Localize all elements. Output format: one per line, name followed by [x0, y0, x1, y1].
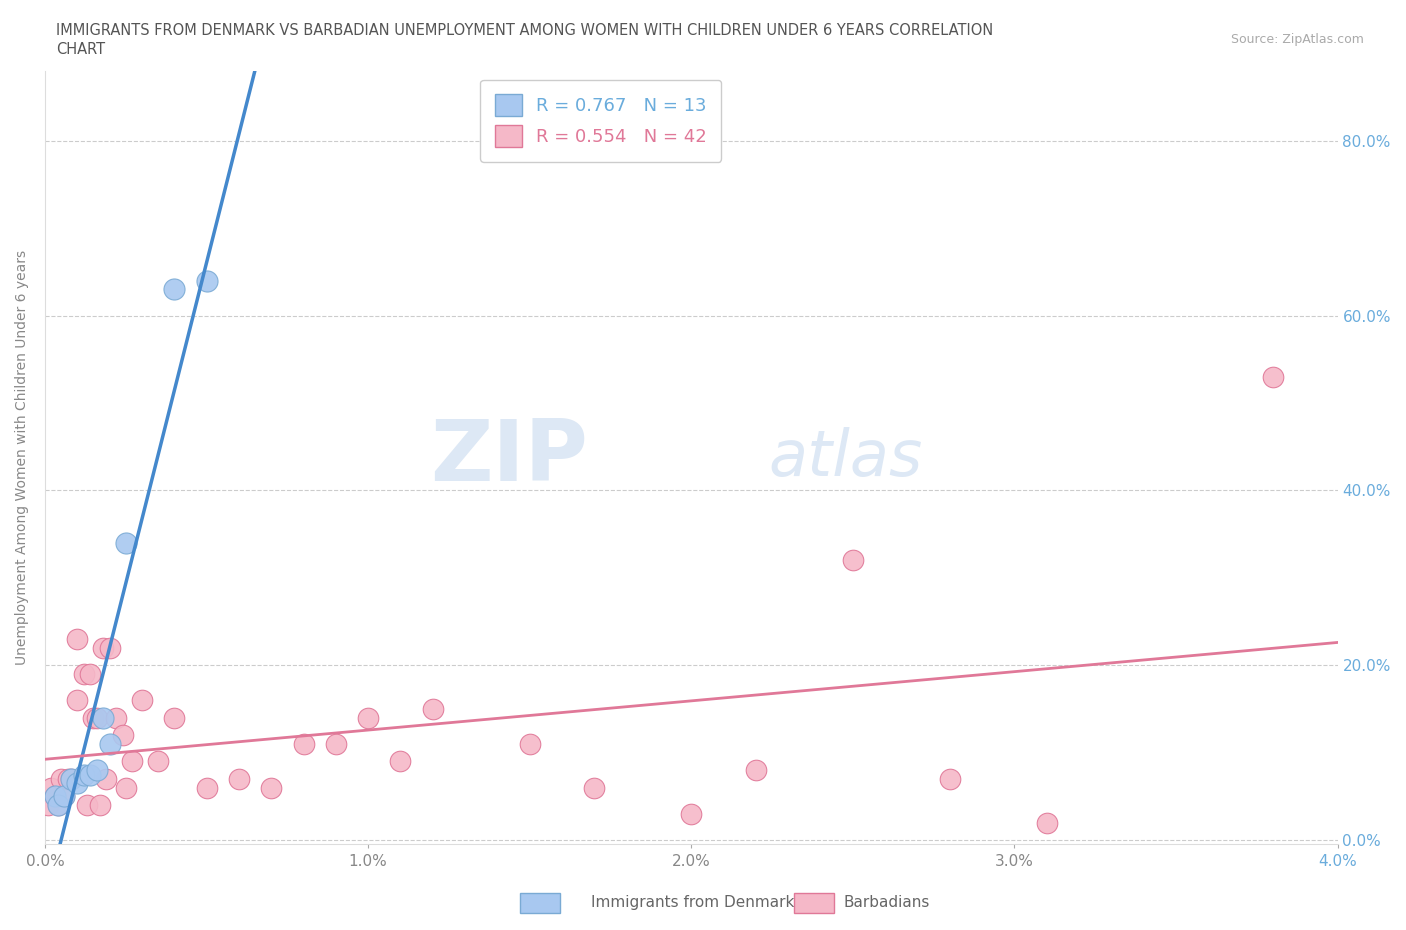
Point: [195, 780, 218, 795]
Point: [98, 737, 121, 751]
Point: [121, 754, 143, 769]
Point: [46, 798, 69, 813]
Point: [44, 789, 66, 804]
Point: [66, 776, 89, 790]
Point: [842, 553, 865, 568]
Text: atlas: atlas: [769, 427, 924, 488]
Point: [1036, 816, 1059, 830]
Point: [79, 667, 101, 682]
Point: [195, 273, 218, 288]
Point: [96, 772, 118, 787]
Point: [357, 711, 380, 725]
Text: Barbadians: Barbadians: [844, 895, 929, 910]
Point: [260, 780, 283, 795]
Point: [79, 767, 101, 782]
Legend: R = 0.767   N = 13, R = 0.554   N = 42: R = 0.767 N = 13, R = 0.554 N = 42: [481, 80, 721, 162]
Text: Immigrants from Denmark: Immigrants from Denmark: [591, 895, 794, 910]
Point: [49, 772, 72, 787]
Point: [98, 641, 121, 656]
Point: [114, 536, 136, 551]
Point: [583, 780, 606, 795]
Point: [105, 711, 128, 725]
Point: [86, 763, 108, 777]
Point: [131, 693, 153, 708]
Point: [73, 767, 96, 782]
Point: [89, 798, 111, 813]
Point: [292, 737, 315, 751]
Point: [82, 711, 104, 725]
Point: [422, 701, 444, 716]
Point: [73, 667, 96, 682]
Point: [681, 806, 703, 821]
Point: [114, 780, 136, 795]
Point: [146, 754, 169, 769]
Point: [46, 798, 69, 813]
Point: [53, 789, 76, 804]
Point: [745, 763, 768, 777]
Point: [111, 728, 134, 743]
Point: [66, 631, 89, 646]
Point: [389, 754, 412, 769]
Point: [91, 641, 114, 656]
Point: [53, 789, 76, 804]
Point: [163, 711, 186, 725]
Text: IMMIGRANTS FROM DENMARK VS BARBADIAN UNEMPLOYMENT AMONG WOMEN WITH CHILDREN UNDE: IMMIGRANTS FROM DENMARK VS BARBADIAN UNE…: [56, 23, 994, 38]
Text: ZIP: ZIP: [430, 416, 588, 499]
Point: [1261, 369, 1284, 384]
Point: [86, 711, 108, 725]
Point: [59, 772, 82, 787]
Point: [163, 282, 186, 297]
Point: [44, 789, 66, 804]
Text: Source: ZipAtlas.com: Source: ZipAtlas.com: [1230, 33, 1364, 46]
Text: CHART: CHART: [56, 42, 105, 57]
Point: [76, 798, 98, 813]
Point: [519, 737, 541, 751]
Point: [41, 780, 63, 795]
Point: [56, 772, 79, 787]
Y-axis label: Unemployment Among Women with Children Under 6 years: Unemployment Among Women with Children U…: [15, 250, 30, 665]
Point: [37, 798, 59, 813]
Point: [228, 772, 250, 787]
Point: [325, 737, 347, 751]
Point: [939, 772, 962, 787]
Point: [66, 693, 89, 708]
Point: [59, 772, 82, 787]
Point: [91, 711, 114, 725]
